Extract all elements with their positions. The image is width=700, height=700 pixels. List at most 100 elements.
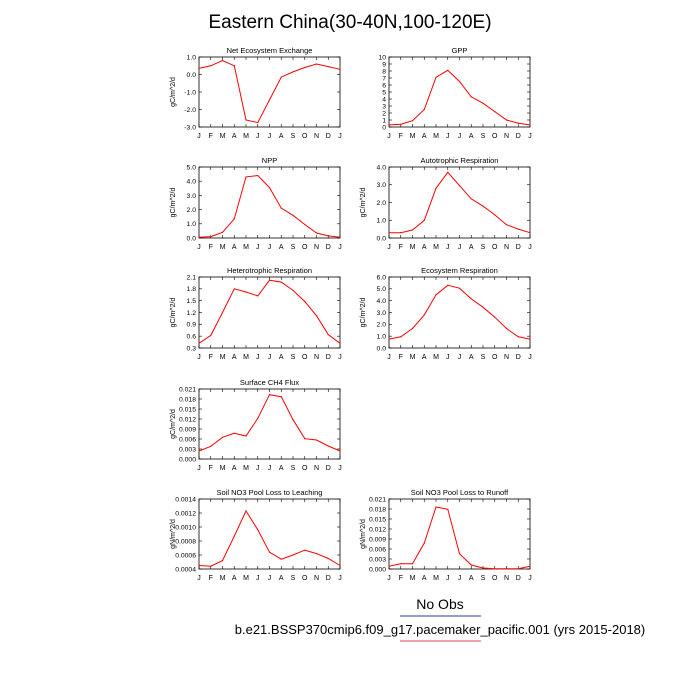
data-point (411, 327, 414, 330)
y-tick-label: 0.015 (179, 406, 196, 413)
series-line (388, 69, 531, 126)
x-tick-label: A (279, 575, 284, 582)
x-tick-label: F (209, 575, 213, 582)
y-tick-label: 7 (382, 75, 386, 82)
x-tick-label: F (209, 465, 213, 472)
x-tick-label: M (243, 133, 249, 140)
data-point (505, 119, 508, 121)
x-tick-label: D (516, 133, 521, 140)
x-tick-label: M (243, 354, 249, 361)
x-tick-label: F (209, 354, 213, 361)
panel-title: Surface CH4 Flux (240, 378, 299, 387)
x-tick-label: J (256, 354, 260, 361)
x-tick-label: A (469, 133, 474, 140)
y-tick-label: 1.0 (187, 54, 197, 61)
data-point (529, 565, 531, 567)
data-point (529, 338, 531, 340)
x-tick-label: J (197, 133, 201, 140)
data-point (458, 80, 461, 83)
x-tick-label: J (197, 354, 201, 361)
y-tick-label: 0.0 (187, 72, 197, 79)
data-point (435, 506, 437, 508)
y-tick-label: 2.0 (377, 200, 387, 207)
data-point (494, 568, 496, 570)
x-tick-label: M (243, 575, 249, 582)
panel-title: Soil NO3 Pool Loss to Leaching (217, 488, 323, 497)
data-point (245, 510, 247, 512)
x-tick-label: J (338, 465, 342, 472)
data-point (257, 529, 259, 531)
x-tick-label: J (458, 575, 462, 582)
y-axis-label: gC/m^2/d (360, 188, 367, 218)
y-tick-label: 0.0 (187, 235, 197, 242)
x-tick-label: A (279, 244, 284, 251)
plot-frame (198, 276, 341, 349)
x-tick-label: O (492, 133, 498, 140)
y-tick-label: 0.012 (369, 526, 386, 533)
x-tick-label: M (220, 133, 226, 140)
x-tick-label: S (291, 465, 296, 472)
x-tick-label: M (243, 244, 249, 251)
y-tick-label: 0.003 (179, 446, 196, 453)
data-point (447, 508, 449, 510)
data-point (198, 564, 200, 567)
x-tick-label: J (197, 575, 201, 582)
data-point (304, 223, 306, 226)
y-axis-label: gC/m^2/d (170, 77, 177, 107)
series-line (388, 506, 531, 570)
data-point (435, 76, 437, 78)
x-tick-label: J (446, 575, 450, 582)
data-point (327, 445, 329, 447)
data-point (494, 316, 496, 318)
y-tick-label: 0.3 (187, 345, 197, 352)
panel-title: Net Ecosystem Exchange (227, 46, 313, 55)
y-tick-label: 0.012 (179, 416, 196, 423)
x-tick-label: J (268, 465, 272, 472)
x-tick-label: J (458, 244, 462, 251)
x-tick-label: F (399, 133, 403, 140)
x-tick-label: A (422, 575, 427, 582)
x-tick-label: N (314, 244, 319, 251)
data-point (245, 176, 247, 178)
y-tick-label: 3.0 (377, 182, 387, 189)
x-tick-label: S (291, 575, 296, 582)
data-point (304, 300, 306, 303)
data-point (198, 236, 200, 238)
x-tick-label: J (256, 575, 260, 582)
x-tick-label: J (268, 575, 272, 582)
x-tick-label: M (433, 244, 439, 251)
data-point (517, 122, 519, 124)
data-point (198, 450, 200, 452)
data-point (304, 66, 306, 69)
x-tick-label: A (422, 133, 427, 140)
y-tick-label: 0.0012 (175, 510, 196, 517)
plot-frame (198, 166, 341, 239)
x-tick-label: O (492, 575, 498, 582)
x-tick-label: J (446, 244, 450, 251)
y-tick-label: 0.6 (187, 334, 197, 341)
x-tick-label: M (220, 465, 226, 472)
data-point (400, 563, 402, 565)
y-tick-label: 10 (378, 54, 386, 61)
y-tick-label: 2 (382, 110, 386, 117)
data-point (221, 436, 224, 438)
data-point (505, 568, 508, 570)
y-tick-label: 0.018 (369, 506, 386, 513)
data-point (233, 432, 235, 434)
x-tick-label: D (516, 354, 521, 361)
data-point (315, 553, 318, 555)
y-tick-label: 8 (382, 68, 386, 75)
x-tick-label: J (387, 575, 391, 582)
data-point (304, 549, 306, 551)
y-tick-label: 0.0004 (175, 566, 196, 573)
data-point (327, 66, 329, 68)
x-tick-label: J (446, 133, 450, 140)
x-tick-label: D (326, 133, 331, 140)
data-point (245, 435, 247, 437)
data-point (339, 450, 341, 452)
data-point (292, 71, 294, 73)
series-line (389, 171, 531, 234)
data-point (517, 568, 519, 570)
